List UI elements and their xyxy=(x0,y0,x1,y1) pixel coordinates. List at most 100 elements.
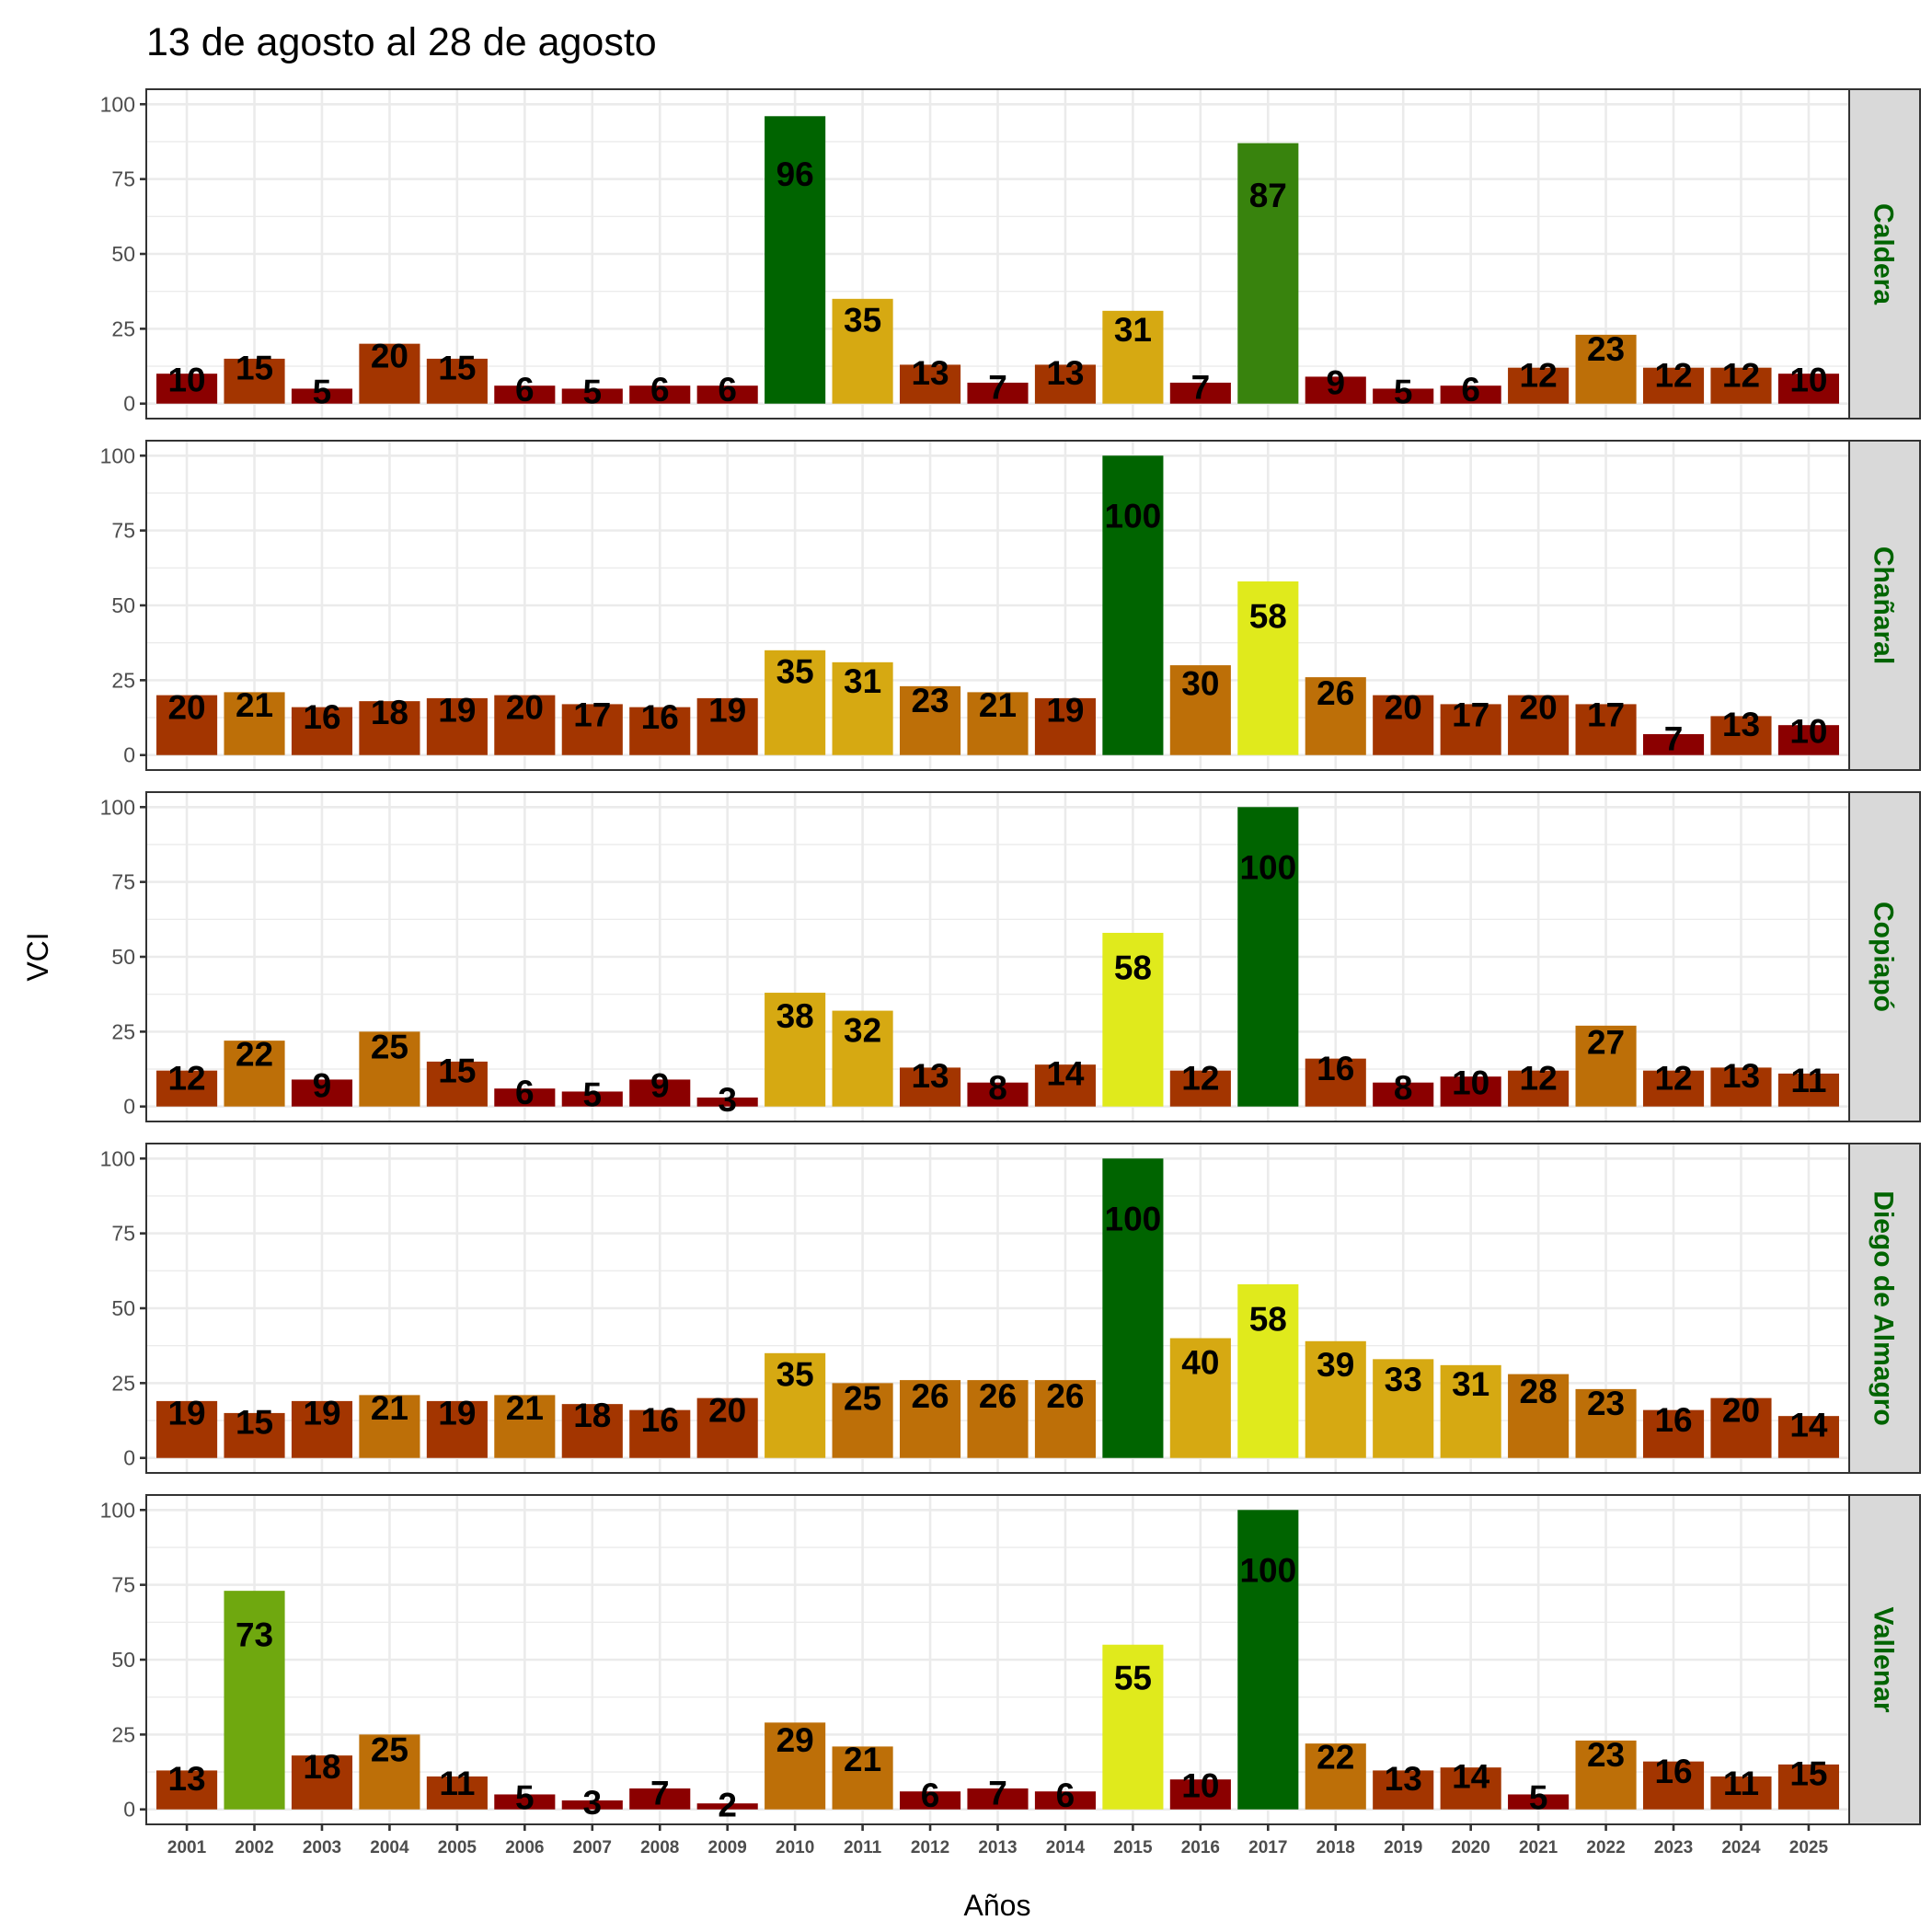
data-label: 2 xyxy=(718,1787,737,1824)
bar-Vallenar-2021 xyxy=(1508,1794,1570,1810)
data-label: 13 xyxy=(911,1057,949,1095)
bar-Chañaral-2017 xyxy=(1237,581,1299,755)
bar-Copiapó-2001 xyxy=(156,1070,218,1107)
data-label: 9 xyxy=(313,1066,332,1104)
data-label: 6 xyxy=(1461,371,1480,408)
bar-Diego de Almagro-2002 xyxy=(224,1412,285,1458)
bar-Caldera-2007 xyxy=(561,388,623,404)
bar-Chañaral-2009 xyxy=(696,697,758,755)
bar-Copiapó-2020 xyxy=(1440,1076,1501,1107)
data-label: 12 xyxy=(1520,356,1558,394)
bar-Caldera-2005 xyxy=(426,358,488,404)
data-label: 6 xyxy=(515,371,535,408)
data-label: 3 xyxy=(718,1081,737,1119)
y-tick-label: 75 xyxy=(111,1573,135,1597)
bar-Diego de Almagro-2011 xyxy=(832,1383,893,1458)
data-label: 17 xyxy=(1452,696,1489,733)
data-label: 13 xyxy=(1722,1057,1760,1095)
data-label: 5 xyxy=(313,374,332,411)
bar-Copiapó-2015 xyxy=(1102,932,1164,1107)
bar-Diego de Almagro-2006 xyxy=(494,1395,556,1458)
x-tick-label: 2001 xyxy=(167,1838,207,1857)
data-label: 22 xyxy=(236,1035,273,1073)
x-tick-label: 2002 xyxy=(235,1838,273,1857)
x-tick-label: 2024 xyxy=(1721,1838,1761,1857)
facet-panel-1: 0 25 50 75 100 20 21 16 18 19 20 17 16 19 35 31 23 21 19 10… xyxy=(100,440,1921,771)
y-tick-label: 100 xyxy=(100,1146,135,1170)
y-tick-label: 25 xyxy=(111,316,135,340)
bar-Vallenar-2011 xyxy=(832,1746,893,1810)
bar-Caldera-2020 xyxy=(1440,385,1501,404)
bar-Diego de Almagro-2024 xyxy=(1710,1397,1772,1458)
data-label: 13 xyxy=(1385,1760,1422,1798)
data-label: 87 xyxy=(1249,177,1287,214)
facet-strip-label: Chañaral xyxy=(1869,546,1899,664)
bar-Diego de Almagro-2010 xyxy=(765,1352,826,1458)
bar-Chañaral-2024 xyxy=(1710,716,1772,755)
x-tick-label: 2025 xyxy=(1789,1838,1829,1857)
data-label: 73 xyxy=(236,1616,273,1654)
data-label: 7 xyxy=(988,1775,1007,1812)
facet-strip xyxy=(1848,88,1921,420)
bar-Caldera-2019 xyxy=(1373,388,1434,404)
facet-strip xyxy=(1848,791,1921,1122)
data-label: 9 xyxy=(1326,363,1345,401)
data-label: 58 xyxy=(1114,949,1152,987)
data-label: 12 xyxy=(1181,1059,1219,1097)
bar-Chañaral-2019 xyxy=(1373,695,1434,755)
x-tick-label: 2018 xyxy=(1317,1838,1355,1857)
bar-Copiapó-2005 xyxy=(426,1061,488,1107)
data-label: 15 xyxy=(438,1052,476,1090)
bar-Diego de Almagro-2016 xyxy=(1169,1338,1231,1458)
data-label: 12 xyxy=(1520,1059,1558,1097)
data-label: 35 xyxy=(844,302,881,339)
data-label: 5 xyxy=(1394,374,1413,411)
data-label: 11 xyxy=(439,1765,475,1802)
bar-Copiapó-2016 xyxy=(1169,1070,1231,1107)
data-label: 20 xyxy=(1520,689,1558,727)
bar-Chañaral-2014 xyxy=(1034,697,1097,755)
y-tick-label: 0 xyxy=(123,1095,135,1119)
data-label: 12 xyxy=(167,1059,205,1097)
data-label: 32 xyxy=(844,1011,881,1049)
data-label: 21 xyxy=(506,1389,544,1427)
data-label: 5 xyxy=(1529,1779,1548,1817)
bar-Chañaral-2006 xyxy=(494,695,556,755)
bar-Vallenar-2003 xyxy=(291,1755,353,1810)
bar-Caldera-2006 xyxy=(494,385,556,404)
x-tick-label: 2015 xyxy=(1113,1838,1153,1857)
bar-Chañaral-2008 xyxy=(629,707,691,755)
data-label: 15 xyxy=(1789,1755,1827,1793)
bar-Chañaral-2022 xyxy=(1575,704,1637,755)
data-label: 19 xyxy=(303,1394,340,1432)
bar-Vallenar-2001 xyxy=(156,1770,218,1810)
data-label: 40 xyxy=(1181,1344,1219,1382)
data-label: 96 xyxy=(776,155,814,193)
bar-Copiapó-2009 xyxy=(696,1097,758,1107)
bar-Caldera-2009 xyxy=(696,385,758,404)
bar-Chañaral-2004 xyxy=(359,701,420,755)
bar-Vallenar-2020 xyxy=(1440,1767,1501,1810)
x-axis-title: Años xyxy=(964,1889,1031,1922)
data-label: 14 xyxy=(1046,1054,1085,1092)
bar-Vallenar-2022 xyxy=(1575,1740,1637,1810)
bar-Diego de Almagro-2014 xyxy=(1034,1380,1097,1458)
data-label: 30 xyxy=(1181,665,1219,703)
bar-Vallenar-2008 xyxy=(629,1788,691,1810)
bar-Vallenar-2005 xyxy=(426,1776,488,1810)
y-tick-label: 75 xyxy=(111,870,135,894)
data-label: 33 xyxy=(1385,1361,1422,1398)
x-tick-label: 2009 xyxy=(708,1838,747,1857)
x-tick-label: 2010 xyxy=(776,1838,814,1857)
data-label: 14 xyxy=(1452,1757,1490,1795)
bar-Caldera-2002 xyxy=(224,358,285,404)
data-label: 35 xyxy=(776,653,814,691)
bar-Vallenar-2002 xyxy=(224,1591,285,1810)
bar-Copiapó-2007 xyxy=(561,1091,623,1107)
data-label: 15 xyxy=(438,350,476,387)
bar-Chañaral-2020 xyxy=(1440,704,1501,755)
data-label: 10 xyxy=(1789,713,1827,751)
bar-Diego de Almagro-2007 xyxy=(561,1404,623,1458)
bar-Chañaral-2003 xyxy=(291,707,353,755)
bar-Chañaral-2011 xyxy=(832,661,893,755)
